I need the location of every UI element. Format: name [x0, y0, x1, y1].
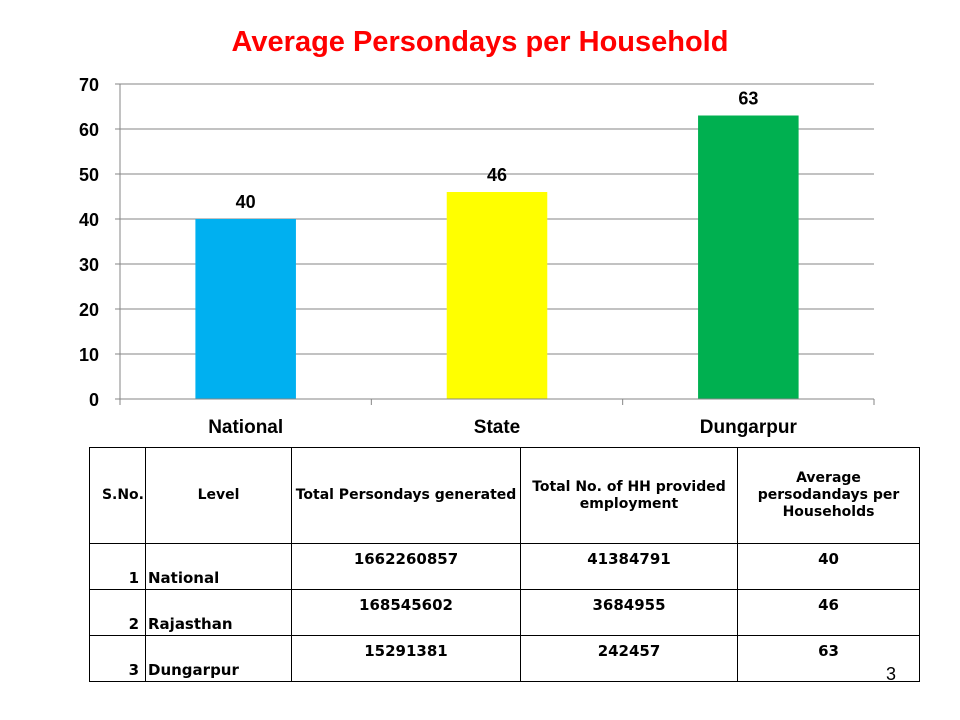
- cell-avg: 46: [737, 589, 920, 636]
- cell-avg: 40: [737, 543, 920, 590]
- x-tick-label: Dungarpur: [700, 417, 798, 438]
- header-sno: S.No.: [89, 447, 146, 544]
- y-tick-label: 20: [79, 300, 99, 320]
- cell-level: Rajasthan: [145, 589, 292, 636]
- bars: [195, 115, 799, 399]
- cell-level: Dungarpur: [145, 635, 292, 682]
- chart-title: Average Persondays per Household: [231, 26, 729, 58]
- table-header-row: S.No. Level Total Persondays generated T…: [89, 447, 920, 544]
- header-total-hh: Total No. of HH provided employment: [520, 447, 738, 544]
- cell-level: National: [145, 543, 292, 590]
- cell-sno: 1: [89, 543, 146, 590]
- cell-sno: 3: [89, 635, 146, 682]
- data-label: 63: [738, 89, 758, 109]
- header-average: Average persodandays per Households: [737, 447, 920, 544]
- data-label: 46: [487, 165, 507, 185]
- table-row: 3 Dungarpur 15291381 242457 63: [89, 635, 920, 682]
- data-label: 40: [236, 192, 256, 212]
- cell-hh: 3684955: [520, 589, 738, 636]
- cell-avg: 63: [737, 635, 920, 682]
- x-tick-label: National: [208, 417, 283, 438]
- cell-hh: 242457: [520, 635, 738, 682]
- cell-hh: 41384791: [520, 543, 738, 590]
- data-labels: 40 46 63: [236, 89, 759, 213]
- x-axis: National State Dungarpur: [119, 84, 875, 438]
- cell-total: 168545602: [291, 589, 521, 636]
- header-level: Level: [145, 447, 292, 544]
- table-row: 1 National 1662260857 41384791 40: [89, 543, 920, 590]
- page-number: 3: [886, 664, 897, 684]
- y-axis-ticks: 0 10 20 30 40 50 60 70: [79, 75, 120, 410]
- y-tick-label: 40: [79, 210, 99, 230]
- y-tick-label: 60: [79, 120, 99, 140]
- table-row: 2 Rajasthan 168545602 3684955 46: [89, 589, 920, 636]
- y-tick-label: 30: [79, 255, 99, 275]
- y-tick-label: 10: [79, 345, 99, 365]
- bar-national: [195, 219, 296, 399]
- y-tick-label: 0: [89, 390, 99, 410]
- cell-total: 1662260857: [291, 543, 521, 590]
- bar-state: [446, 192, 548, 399]
- bar-chart: 0 10 20 30 40 50 60 70 40 46 63 National State Dung…: [79, 75, 875, 438]
- x-tick-label: State: [474, 417, 520, 438]
- data-table: S.No. Level Total Persondays generated T…: [89, 447, 920, 682]
- y-tick-label: 50: [79, 165, 99, 185]
- cell-sno: 2: [89, 589, 146, 636]
- y-tick-label: 70: [79, 75, 99, 95]
- cell-total: 15291381: [291, 635, 521, 682]
- header-total-persondays: Total Persondays generated: [291, 447, 521, 544]
- bar-dungarpur: [698, 115, 799, 399]
